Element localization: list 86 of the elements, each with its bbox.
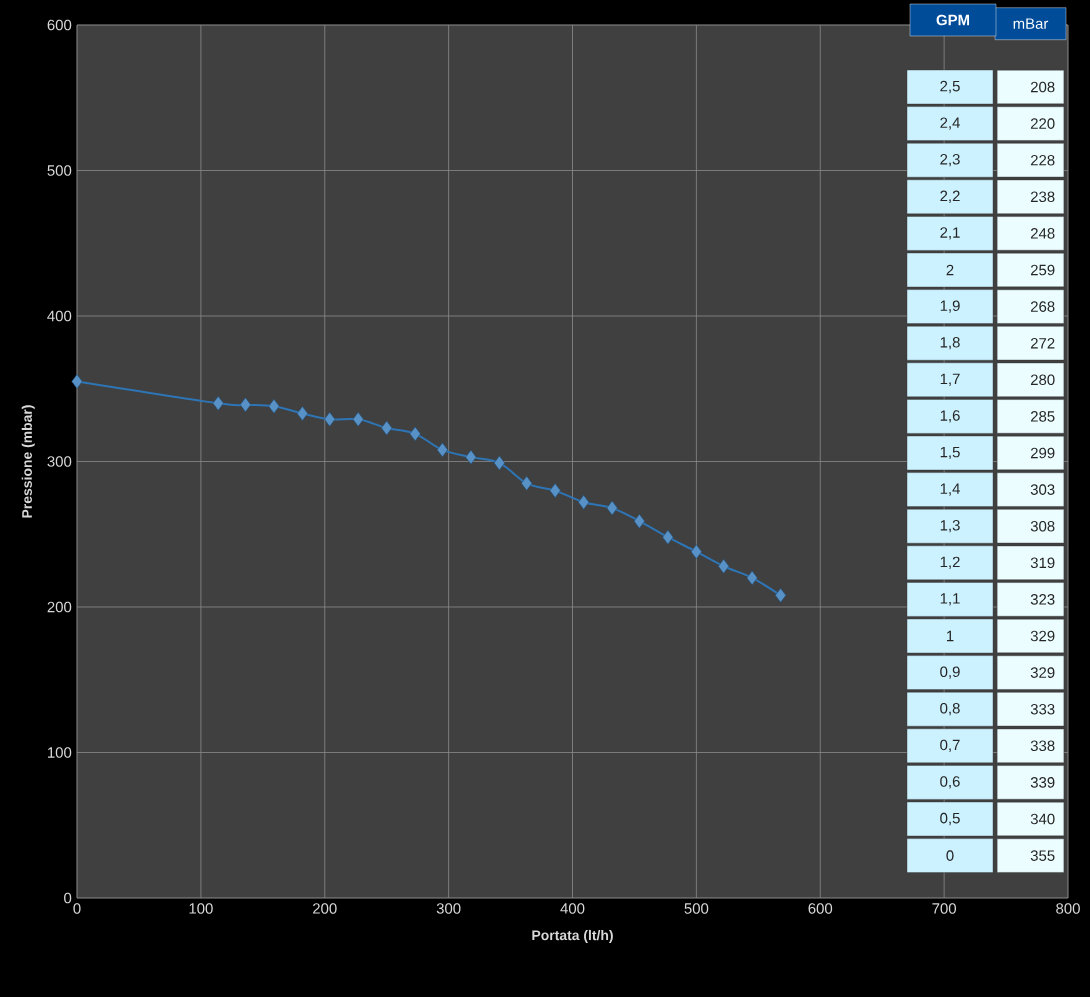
x-tick-label: 300 xyxy=(436,903,461,914)
y-axis-title: GPM xyxy=(936,14,970,26)
data-label: 228 xyxy=(1030,154,1055,166)
point xyxy=(324,412,336,427)
point xyxy=(436,442,448,458)
data-label: 208 xyxy=(1030,81,1055,93)
x-tick-label: 100 xyxy=(189,903,213,914)
x-tick-label: 600 xyxy=(808,903,833,914)
data-label: 308 xyxy=(1030,520,1055,532)
y-tick-label: 1,5 xyxy=(940,446,960,460)
y-tick-label: 1,1 xyxy=(940,593,960,606)
point xyxy=(718,558,730,574)
y-tick-label: 0,5 xyxy=(940,812,960,826)
y-tick-label: 1,3 xyxy=(940,520,960,533)
point xyxy=(352,412,364,427)
point xyxy=(296,406,308,421)
y-tick-label: 2,2 xyxy=(940,190,960,203)
y-tick-label: 2,5 xyxy=(940,80,960,94)
data-label: 340 xyxy=(1030,813,1055,825)
data-label: 248 xyxy=(1030,228,1055,239)
point xyxy=(409,426,421,442)
point xyxy=(239,397,251,413)
point xyxy=(606,500,618,516)
point xyxy=(578,494,590,510)
point xyxy=(268,398,280,414)
y-tick-label: 300 xyxy=(47,456,72,467)
point xyxy=(633,513,645,529)
y-tick-label: 100 xyxy=(48,747,72,758)
y-tick-label: 0,9 xyxy=(940,666,960,679)
point xyxy=(662,529,674,545)
y-tick-label: 2,1 xyxy=(940,227,960,240)
point xyxy=(690,544,702,559)
point xyxy=(381,420,393,436)
point xyxy=(465,449,477,465)
data-label: 329 xyxy=(1030,667,1055,678)
point xyxy=(71,374,83,389)
data-label: 259 xyxy=(1030,264,1055,276)
y-tick-label: 0 xyxy=(64,892,72,904)
x-axis-title: Portata (lt/h) xyxy=(532,929,613,943)
x-tick-label: 0 xyxy=(73,903,81,914)
data-label: 355 xyxy=(1030,850,1055,861)
data-label: 323 xyxy=(1030,594,1055,605)
data-label: 280 xyxy=(1030,374,1055,386)
x-tick-label: 200 xyxy=(313,903,337,914)
point xyxy=(212,396,224,411)
y-tick-label: 1,4 xyxy=(940,483,960,496)
y-tick-label: 0,8 xyxy=(940,703,960,716)
y-tick-label: 0,6 xyxy=(940,776,960,789)
data-label: 319 xyxy=(1030,557,1055,569)
data-label: 299 xyxy=(1030,447,1055,459)
y-tick-label: 0,7 xyxy=(940,739,960,752)
data-label: 285 xyxy=(1030,411,1055,422)
data-label: 238 xyxy=(1030,191,1055,203)
data-label: 303 xyxy=(1030,484,1055,495)
point xyxy=(493,455,505,471)
y-tick-label: 1 xyxy=(947,630,954,642)
data-label: 272 xyxy=(1030,337,1055,349)
y-tick-label: 1,6 xyxy=(940,410,960,423)
y-tick-label: 2 xyxy=(946,264,954,276)
data-label: 333 xyxy=(1030,703,1055,715)
y-tick-label: 2,3 xyxy=(940,154,960,167)
x-tick-label: mBar xyxy=(1013,18,1049,29)
x-tick-label: 800 xyxy=(1056,903,1080,914)
data-label: 329 xyxy=(1030,630,1055,642)
y-axis-title: Pressione (mbar) xyxy=(21,405,35,518)
y-tick-label: 1,8 xyxy=(940,337,960,350)
y-tick-label: 2,4 xyxy=(940,117,960,130)
x-tick-label: 400 xyxy=(560,903,585,914)
point xyxy=(775,588,787,603)
y-tick-label: 600 xyxy=(47,19,72,31)
data-label: 338 xyxy=(1030,740,1055,752)
y-tick-label: 0 xyxy=(946,850,954,861)
data-label: 220 xyxy=(1030,118,1055,129)
y-tick-label: 500 xyxy=(47,165,72,176)
y-tick-label: 200 xyxy=(47,601,72,613)
data-label: 268 xyxy=(1030,301,1055,312)
y-tick-label: 400 xyxy=(47,310,72,322)
y-tick-label: 1,9 xyxy=(940,300,960,313)
y-tick-label: 1,2 xyxy=(940,556,960,569)
data-label: 339 xyxy=(1030,777,1055,788)
y-tick-label: 1,7 xyxy=(940,373,960,386)
x-tick-label: 700 xyxy=(932,903,956,914)
point xyxy=(746,570,758,586)
point xyxy=(521,476,533,491)
point xyxy=(549,483,561,498)
x-tick-label: 500 xyxy=(684,903,709,914)
